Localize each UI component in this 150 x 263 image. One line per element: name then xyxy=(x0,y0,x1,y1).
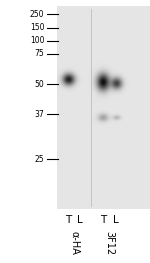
Text: L: L xyxy=(113,215,119,225)
Text: 250: 250 xyxy=(30,10,44,19)
Text: 25: 25 xyxy=(35,155,44,164)
Text: T: T xyxy=(100,215,106,225)
Text: 150: 150 xyxy=(30,23,44,32)
Text: 100: 100 xyxy=(30,36,44,45)
Text: 3F12: 3F12 xyxy=(105,231,114,255)
Text: α-HA: α-HA xyxy=(69,231,79,255)
Text: 50: 50 xyxy=(34,80,44,89)
Text: 75: 75 xyxy=(34,49,44,58)
Text: T: T xyxy=(65,215,71,225)
Text: 37: 37 xyxy=(34,110,44,119)
Text: L: L xyxy=(77,215,83,225)
